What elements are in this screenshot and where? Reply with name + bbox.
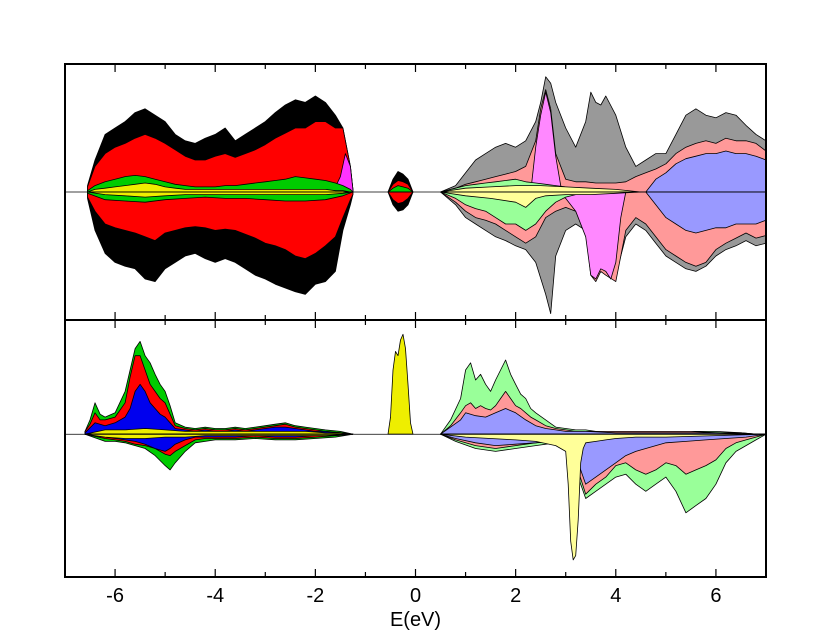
dos-area-panel0-series-17 [645, 150, 767, 193]
x-tick-label: -4 [206, 585, 224, 607]
bottom-panel [65, 333, 767, 561]
top-panel [65, 76, 767, 314]
x-tick-label: 6 [710, 585, 721, 607]
dos-area-panel0-series-19 [440, 185, 642, 193]
x-tick-label: 2 [510, 585, 521, 607]
x-tick-label: -2 [306, 585, 324, 607]
dos-area-panel1-series-11 [440, 408, 767, 435]
x-ticks: -6 -4 -2 0 2 4 6 [64, 64, 767, 607]
dos-area-panel1-series-15 [440, 433, 767, 561]
dos-area-panel0-series-23 [645, 191, 767, 234]
dos-area-panel1-series-14 [440, 433, 767, 485]
x-tick-label: 4 [610, 585, 621, 607]
dos-area-panel0-series-22 [555, 191, 627, 280]
dos-area-panel0-series-25 [440, 191, 642, 208]
dos-area-panel1-series-7 [84, 433, 354, 439]
dos-area-panel0-series-4 [87, 182, 354, 193]
dos-area-panel0-series-6 [87, 191, 354, 259]
dos-area-panel1-series-2 [84, 383, 354, 435]
x-tick-label: 0 [410, 585, 421, 607]
dos-area-panel0-series-24 [440, 191, 587, 231]
dos-area-panel0-series-8 [87, 191, 354, 198]
dos-area-panel1-series-6 [84, 433, 354, 452]
dos-area-panel0-series-1 [87, 121, 354, 193]
x-tick-label: -6 [106, 585, 124, 607]
x-axis-label: E(eV) [390, 609, 441, 631]
dos-area-panel1-series-8 [387, 333, 414, 435]
dos-area-panel1-series-3 [84, 428, 354, 435]
